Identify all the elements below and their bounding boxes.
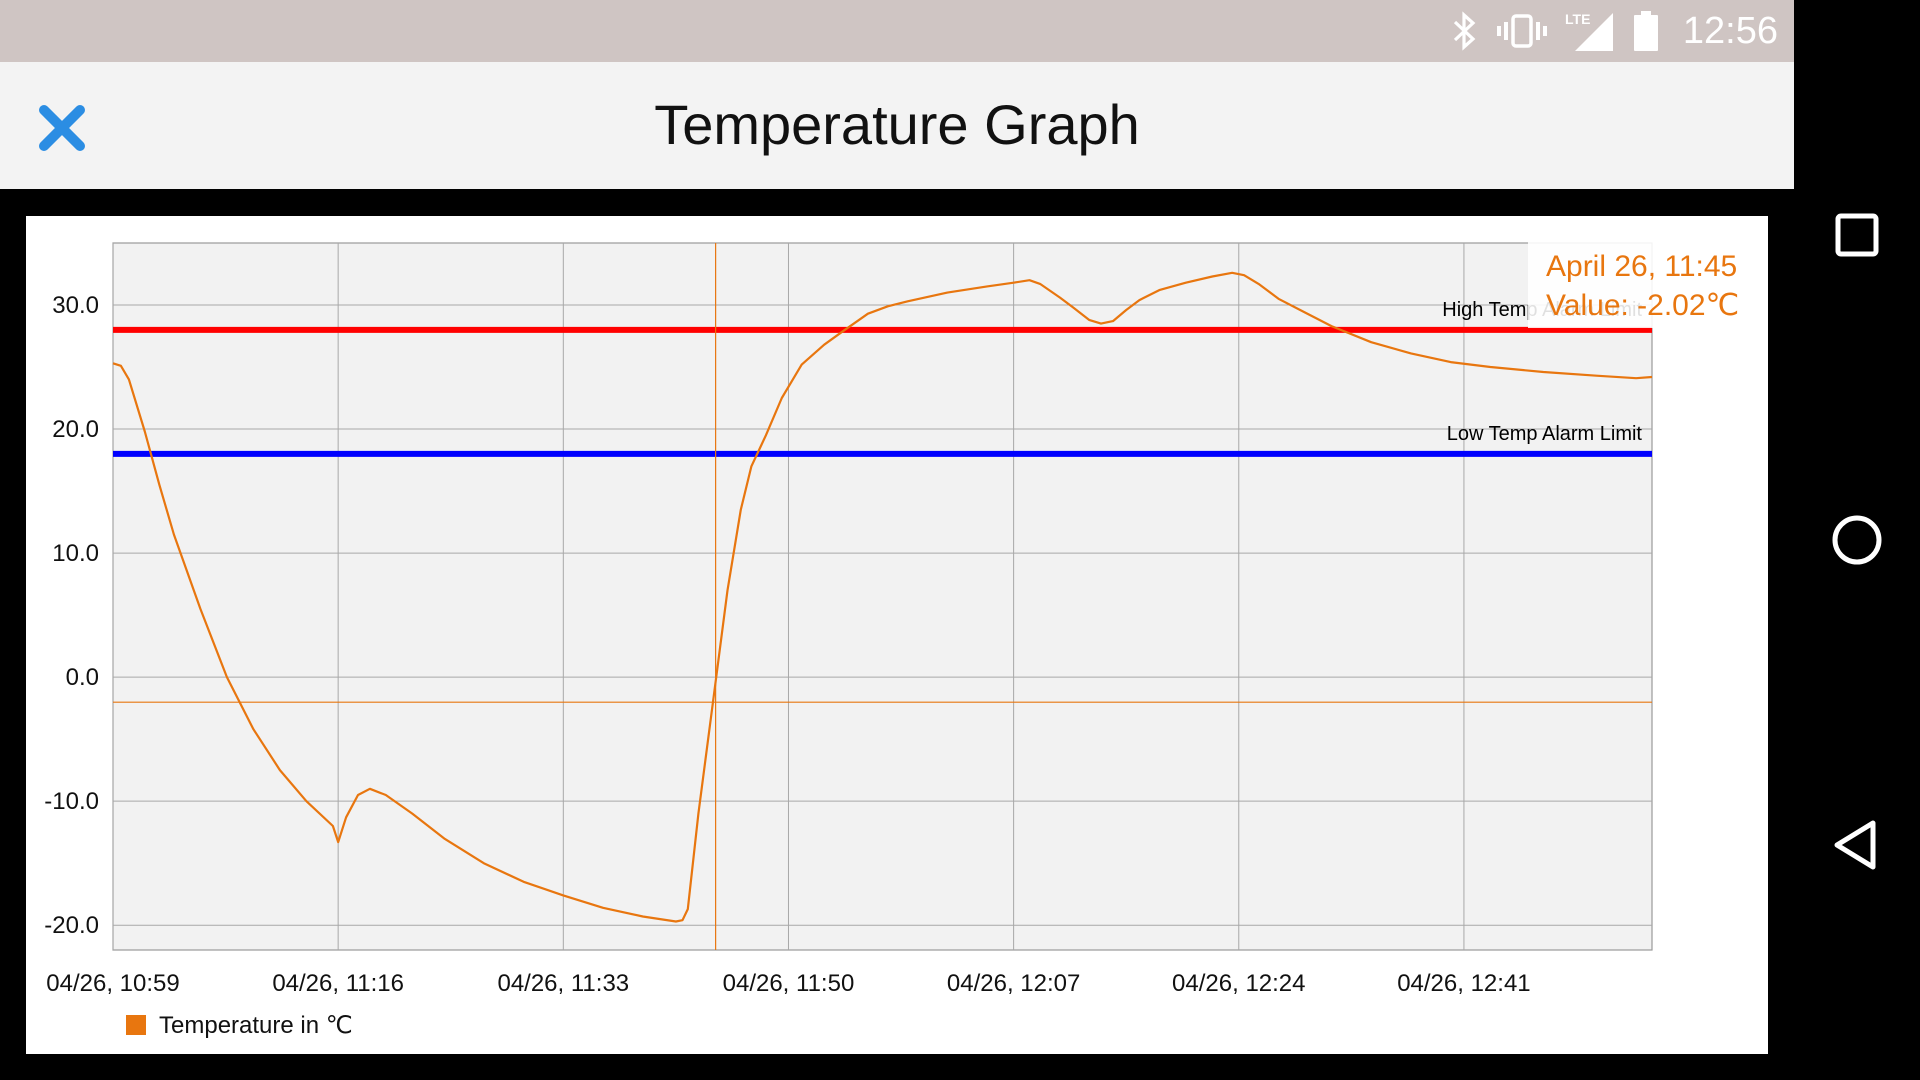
x-tick-label: 04/26, 11:16 — [272, 970, 404, 997]
x-tick-label: 04/26, 11:50 — [723, 970, 855, 997]
temperature-chart[interactable]: High Temp Alarm LimitLow Temp Alarm Limi… — [26, 216, 1768, 1054]
status-bar: LTE 12:56 — [0, 0, 1794, 62]
legend-swatch — [126, 1015, 146, 1035]
y-tick-label: 30.0 — [52, 292, 99, 319]
legend-label: Temperature in ℃ — [159, 1012, 353, 1039]
bluetooth-icon — [1453, 11, 1476, 51]
tooltip-box — [1528, 240, 1768, 328]
tooltip-date: April 26, 11:45 — [1546, 250, 1737, 283]
y-tick-label: -20.0 — [44, 912, 99, 939]
battery-icon — [1633, 11, 1658, 51]
chart-card: High Temp Alarm LimitLow Temp Alarm Limi… — [26, 216, 1768, 1054]
x-tick-label: 04/26, 12:07 — [947, 970, 1080, 997]
lte-label: LTE — [1565, 11, 1590, 27]
x-tick-label: 04/26, 12:41 — [1397, 970, 1530, 997]
lte-signal-icon: LTE — [1565, 11, 1613, 51]
app-bar: Temperature Graph — [0, 62, 1794, 189]
plot-area — [112, 242, 1653, 951]
y-tick-label: 20.0 — [52, 416, 99, 443]
status-clock: 12:56 — [1682, 9, 1778, 52]
vibrate-icon — [1496, 14, 1547, 48]
x-tick-label: 04/26, 10:59 — [46, 970, 179, 997]
y-tick-label: 0.0 — [66, 664, 99, 691]
status-icons: LTE 12:56 — [1451, 0, 1778, 62]
page-title: Temperature Graph — [654, 93, 1140, 156]
navigation-bar — [1794, 0, 1920, 1080]
y-tick-label: -10.0 — [44, 788, 99, 815]
x-tick-label: 04/26, 12:24 — [1172, 970, 1305, 997]
temperature-series-line — [112, 271, 1653, 923]
recents-square-icon[interactable] — [1827, 205, 1887, 265]
close-icon[interactable] — [36, 102, 88, 154]
low-temp-limit-label: Low Temp Alarm Limit — [1447, 423, 1643, 445]
x-tick-label: 04/26, 11:33 — [497, 970, 629, 997]
tooltip-value: Value: -2.02℃ — [1546, 289, 1739, 322]
back-triangle-icon[interactable] — [1827, 815, 1887, 875]
home-circle-icon[interactable] — [1827, 510, 1887, 570]
y-tick-label: 10.0 — [52, 540, 99, 567]
